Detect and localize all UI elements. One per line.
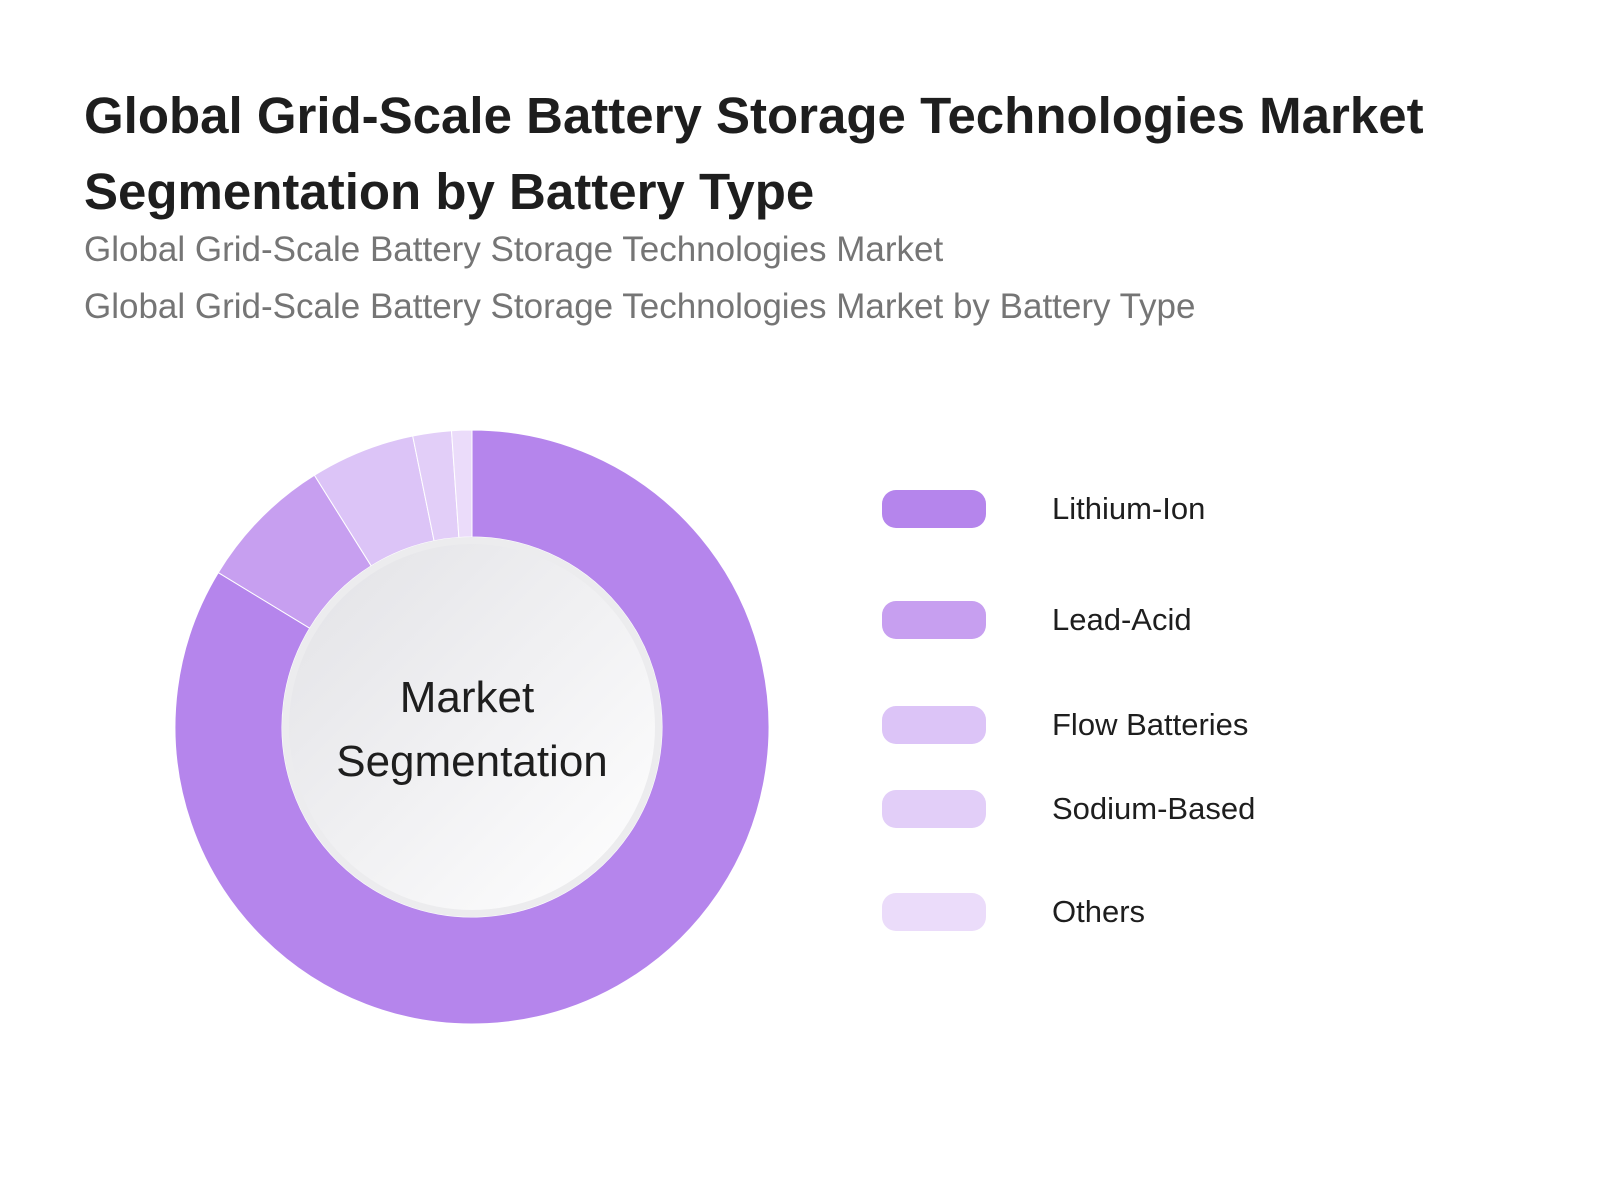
- legend-label-lithium-ion: Lithium-Ion: [1052, 491, 1206, 526]
- legend-item-lead-acid: Lead-Acid: [882, 601, 1482, 641]
- legend-item-flow-batteries: Flow Batteries: [882, 706, 1482, 746]
- legend-label-flow-batteries: Flow Batteries: [1052, 707, 1249, 742]
- donut-chart: Market Segmentation: [174, 429, 770, 1025]
- legend-swatch-others: [882, 893, 986, 931]
- center-label-line-2: Segmentation: [336, 737, 608, 786]
- legend-item-others: Others: [882, 893, 1482, 933]
- legend-swatch-flow-batteries: [882, 706, 986, 744]
- legend-swatch-lithium-ion: [882, 490, 986, 528]
- center-label-line-1: Market: [400, 673, 534, 722]
- legend-item-lithium-ion: Lithium-Ion: [882, 490, 1482, 530]
- chart-subtitle-2: Global Grid-Scale Battery Storage Techno…: [84, 287, 1196, 326]
- legend-label-sodium-based: Sodium-Based: [1052, 791, 1256, 826]
- chart-subtitle-1: Global Grid-Scale Battery Storage Techno…: [84, 230, 944, 269]
- legend-label-lead-acid: Lead-Acid: [1052, 602, 1192, 637]
- center-circle: [289, 544, 655, 910]
- legend-item-sodium-based: Sodium-Based: [882, 790, 1482, 830]
- legend-swatch-sodium-based: [882, 790, 986, 828]
- legend-swatch-lead-acid: [882, 601, 986, 639]
- legend-label-others: Others: [1052, 894, 1146, 929]
- chart-title: Global Grid-Scale Battery Storage Techno…: [84, 87, 1424, 220]
